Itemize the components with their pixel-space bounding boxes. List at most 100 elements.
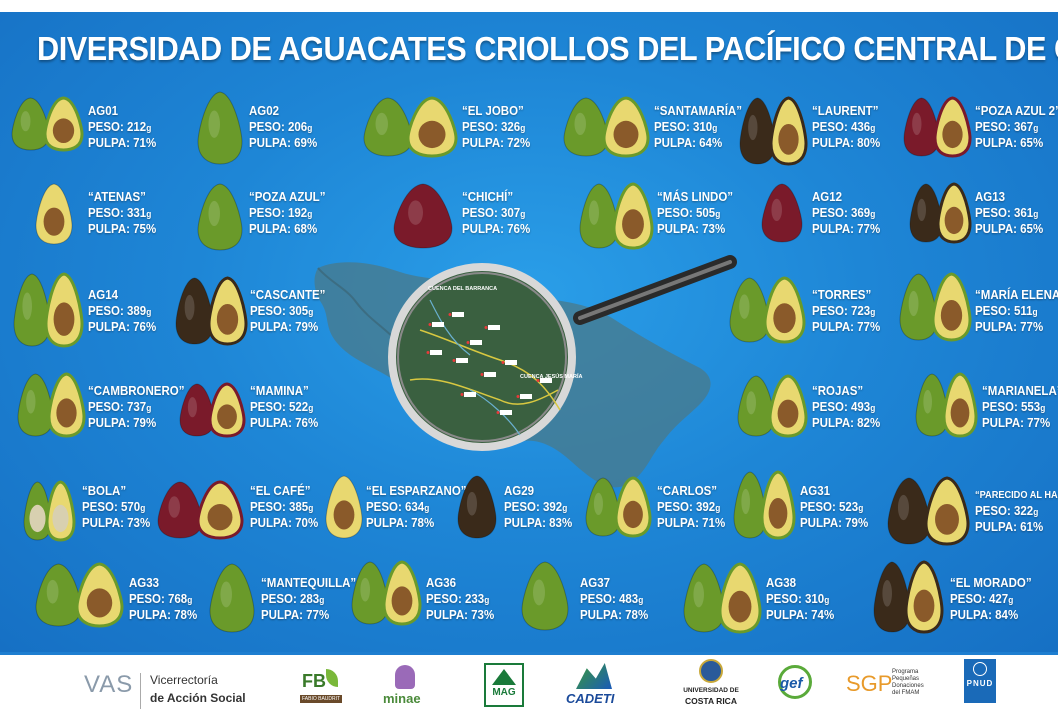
- avocado-peso: PESO: 768g: [129, 592, 197, 609]
- avocado-photo: [22, 480, 76, 547]
- pulpa-value: 79%: [845, 516, 869, 530]
- avocado-peso: PESO: 361g: [975, 206, 1043, 223]
- pulpa-label: PULPA:: [975, 222, 1017, 236]
- avocado-photo: [362, 96, 458, 163]
- logo-mag: MAG: [484, 663, 524, 707]
- mountain-icon: [492, 669, 516, 685]
- pulpa-value: 82%: [857, 416, 881, 430]
- peso-unit: g: [520, 122, 526, 133]
- pulpa-value: 78%: [625, 608, 649, 622]
- avocado-name: AG01: [88, 104, 119, 118]
- avocado-pulpa: PULPA: 64%: [654, 136, 742, 152]
- map-pin-marker: [505, 360, 517, 365]
- peso-value: 523: [838, 499, 859, 514]
- peso-label: PESO:: [129, 591, 165, 606]
- top-strip: [0, 0, 1058, 12]
- peso-unit: g: [424, 502, 430, 513]
- avocado-peso: PESO: 570g: [82, 500, 150, 517]
- avocado-pulpa: PULPA: 77%: [261, 608, 356, 624]
- map-pin-dot: [452, 359, 456, 362]
- peso-unit: g: [1008, 594, 1014, 605]
- avocado-peso: PESO: 369g: [812, 206, 880, 223]
- avocado-name: AG31: [800, 484, 831, 498]
- map-pin-dot: [466, 341, 470, 344]
- peso-label: PESO:: [88, 399, 124, 414]
- avocado-label: AG31 PESO: 523g PULPA: 79%: [800, 484, 868, 532]
- ucr-seal-icon: [699, 659, 723, 683]
- avocado-photo: [584, 476, 652, 543]
- avocado-pulpa: PULPA: 72%: [462, 136, 530, 152]
- avocado-pulpa: PULPA: 77%: [975, 320, 1058, 336]
- peso-unit: g: [715, 502, 721, 513]
- map-pins: [426, 312, 552, 415]
- peso-value: 505: [695, 205, 716, 220]
- peso-label: PESO:: [580, 591, 616, 606]
- peso-value: 305: [288, 303, 309, 318]
- logo-fb: FB FABIO BAUDRIT: [298, 665, 343, 709]
- pulpa-value: 65%: [1020, 222, 1044, 236]
- pulpa-label: PULPA:: [88, 222, 130, 236]
- peso-unit: g: [146, 122, 152, 133]
- avocado-label: “EL ESPARZANO” PESO: 634g PULPA: 78%: [366, 484, 467, 532]
- peso-unit: g: [308, 502, 314, 513]
- footer-logos: VAS Vicerrectoría de Acción Social FB FA…: [0, 652, 1058, 714]
- peso-label: PESO:: [88, 303, 124, 318]
- pulpa-value: 72%: [507, 136, 531, 150]
- avocado-peso: PESO: 723g: [812, 304, 880, 321]
- avocado-photo: [12, 272, 84, 353]
- peso-label: PESO:: [249, 119, 285, 134]
- avocado-label: “CAMBRONERO” PESO: 737g PULPA: 79%: [88, 384, 184, 432]
- map-pin-marker: [470, 340, 482, 345]
- avocado-peso: PESO: 385g: [250, 500, 318, 517]
- avocado-peso: PESO: 493g: [812, 400, 880, 417]
- peso-value: 367: [1013, 119, 1034, 134]
- map-pin-marker: [452, 312, 464, 317]
- avocado-pulpa: PULPA: 83%: [504, 516, 572, 532]
- sgp-name: SGP: [846, 671, 893, 696]
- ucr-line2: COSTA RICA: [685, 696, 737, 706]
- peso-value: 723: [850, 303, 871, 318]
- avocado-peso: PESO: 310g: [766, 592, 834, 609]
- map-pin-dot: [501, 361, 505, 364]
- pulpa-label: PULPA:: [580, 608, 622, 622]
- pulpa-label: PULPA:: [88, 320, 130, 334]
- avocado-photo: [898, 272, 972, 347]
- avocado-pulpa: PULPA: 61%: [975, 520, 1058, 536]
- pulpa-value: 77%: [1027, 416, 1051, 430]
- avocado-peso: PESO: 523g: [800, 500, 868, 517]
- peso-label: PESO:: [800, 499, 836, 514]
- pulpa-value: 69%: [294, 136, 318, 150]
- magnifying-glass-icon: [388, 255, 737, 451]
- avocado-name: “POZA AZUL”: [249, 190, 326, 204]
- cadeti-name: CADETI: [566, 691, 615, 706]
- avocado-photo: [392, 182, 454, 255]
- avocado-photo: [732, 470, 796, 545]
- map-label-jesus-maria: CUENCA JESÚS MARÍA: [520, 372, 582, 380]
- peso-label: PESO:: [88, 119, 124, 134]
- avocado-peso: PESO: 392g: [657, 500, 725, 517]
- peso-label: PESO:: [766, 591, 802, 606]
- avocado-name: AG14: [88, 288, 119, 302]
- avocado-peso: PESO: 483g: [580, 592, 648, 609]
- avocado-pulpa: PULPA: 71%: [88, 136, 156, 152]
- pulpa-label: PULPA:: [82, 516, 124, 530]
- avocado-label: “EL CAFÉ” PESO: 385g PULPA: 70%: [250, 484, 318, 532]
- avocado-peso: PESO: 212g: [88, 120, 156, 137]
- pulpa-label: PULPA:: [250, 320, 292, 334]
- avocado-photo: [760, 182, 804, 249]
- avocado-name: “CASCANTE”: [250, 288, 326, 302]
- peso-label: PESO:: [250, 399, 286, 414]
- avocado-photo: [456, 474, 498, 545]
- pulpa-label: PULPA:: [975, 520, 1017, 534]
- peso-value: 322: [1013, 503, 1034, 518]
- avocado-peso: PESO: 326g: [462, 120, 530, 137]
- logo-gef: gef: [772, 665, 818, 709]
- avocado-name: AG37: [580, 576, 611, 590]
- avocado-pulpa: PULPA: 79%: [250, 320, 325, 336]
- map-pin-marker: [456, 358, 468, 363]
- avocado-pulpa: PULPA: 73%: [426, 608, 494, 624]
- pulpa-value: 71%: [133, 136, 157, 150]
- map-pin-marker: [520, 394, 532, 399]
- avocado-name: “TORRES”: [812, 288, 872, 302]
- avocado-label: “POZA AZUL 2” PESO: 367g PULPA: 65%: [975, 104, 1058, 152]
